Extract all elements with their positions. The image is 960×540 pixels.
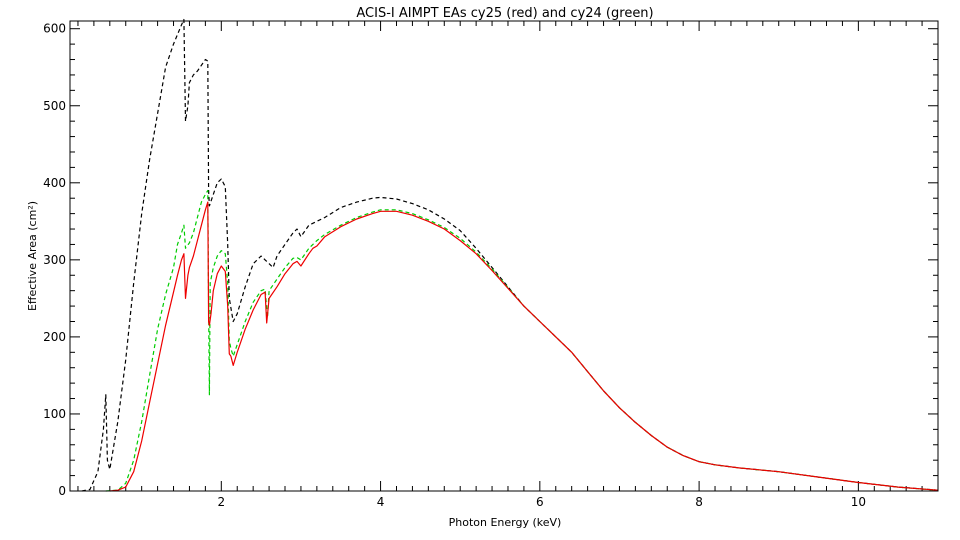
plot-frame	[69, 20, 939, 492]
y-axis-label: Effective Area (cm²)	[26, 201, 39, 311]
x-tick-label: 2	[217, 495, 225, 509]
x-tick-label: 10	[851, 495, 866, 509]
series-line-1	[81, 18, 939, 492]
series-line-3	[109, 201, 939, 492]
y-tick-label: 0	[58, 484, 66, 498]
x-axis-label: Photon Energy (keV)	[449, 516, 562, 529]
y-tick-label: 400	[43, 176, 66, 190]
y-tick-label: 500	[43, 99, 66, 113]
axis-ticks	[70, 21, 938, 491]
y-tick-label: 600	[43, 22, 66, 36]
series-line-2	[105, 189, 939, 492]
x-tick-label: 4	[377, 495, 385, 509]
chart-title: ACIS-I AIMPT EAs cy25 (red) and cy24 (gr…	[356, 6, 653, 21]
x-tick-label: 6	[536, 495, 544, 509]
y-tick-label: 300	[43, 253, 66, 267]
y-tick-label: 100	[43, 407, 66, 421]
y-tick-label: 200	[43, 330, 66, 344]
x-tick-label: 8	[695, 495, 703, 509]
series-layer	[81, 18, 939, 492]
